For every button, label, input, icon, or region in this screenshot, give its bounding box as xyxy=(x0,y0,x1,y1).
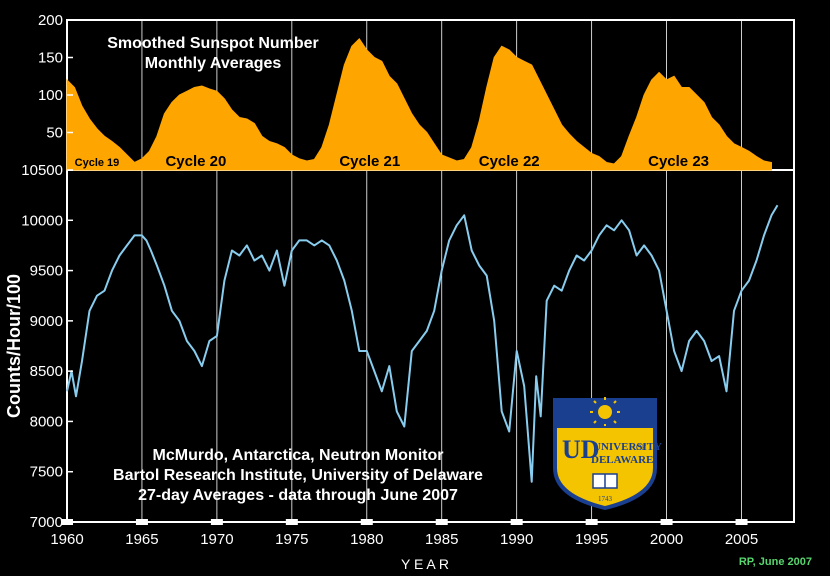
x-tick-label-1995: 1995 xyxy=(575,531,608,548)
sunspot-area xyxy=(66,38,772,171)
x-tick-label-1980: 1980 xyxy=(350,531,383,548)
x-tick-label-1975: 1975 xyxy=(275,531,308,548)
x-tick-label-1965: 1965 xyxy=(125,531,158,548)
university-logo: UD UNIVERSITY OF DELAWARE 1743 xyxy=(553,397,662,510)
y-axis-label: Counts/Hour/100 xyxy=(4,274,24,418)
x-tick-1980 xyxy=(360,519,373,525)
x-tick-1975 xyxy=(285,519,298,525)
x-tick-1995 xyxy=(585,519,598,525)
cycle-label-2: Cycle 21 xyxy=(339,153,400,170)
x-tick-2000 xyxy=(660,519,673,525)
x-tick-2005 xyxy=(735,519,748,525)
svg-text:DELAWARE: DELAWARE xyxy=(591,454,653,466)
cycle-label-1: Cycle 20 xyxy=(165,153,226,170)
y-tick-label-10000: 10000 xyxy=(21,212,63,229)
svg-text:OF: OF xyxy=(636,443,647,452)
x-tick-1985 xyxy=(435,519,448,525)
sunspot-title: Smoothed Sunspot Number xyxy=(107,35,319,52)
neutron-line-series xyxy=(66,204,779,483)
y-tick-label-8000: 8000 xyxy=(30,413,63,430)
y-tick-label-9500: 9500 xyxy=(30,263,63,280)
y-tick-label-8500: 8500 xyxy=(30,363,63,380)
credit-text: RP, June 2007 xyxy=(738,556,812,568)
sun-y-tick-label-100: 100 xyxy=(38,87,63,104)
x-tick-label-1990: 1990 xyxy=(500,531,533,548)
svg-text:1743: 1743 xyxy=(598,495,613,503)
y-tick-label-7000: 7000 xyxy=(30,514,63,531)
annotation-line-2: Bartol Research Institute, University of… xyxy=(113,467,483,484)
x-tick-1990 xyxy=(510,519,523,525)
axes: 1960 1965 1970 1975 1980 1985 1990 1995 2000 2005… xyxy=(21,12,758,548)
cycle-label-4: Cycle 23 xyxy=(648,153,709,170)
x-tick-1970 xyxy=(210,519,223,525)
sun-y-tick-label-200: 200 xyxy=(38,12,63,29)
sunspot-subtitle: Monthly Averages xyxy=(145,55,282,72)
svg-text:UD: UD xyxy=(562,435,600,464)
annotation-line-1: McMurdo, Antarctica, Neutron Monitor xyxy=(153,447,444,464)
annotation-line-3: 27-day Averages - data through June 2007 xyxy=(138,487,458,504)
x-tick-label-2000: 2000 xyxy=(650,531,683,548)
sun-y-tick-label-150: 150 xyxy=(38,50,63,67)
sun-y-tick-label-50: 50 xyxy=(46,125,63,142)
svg-text:UNIVERSITY: UNIVERSITY xyxy=(593,441,662,453)
neutron-line xyxy=(66,204,779,483)
cycle-label-0: Cycle 19 xyxy=(75,157,120,169)
x-tick-1965 xyxy=(135,519,148,525)
x-axis-label: Y E A R xyxy=(401,556,449,572)
x-tick-label-2005: 2005 xyxy=(725,531,758,548)
y-tick-label-7500: 7500 xyxy=(30,464,63,481)
x-tick-label-1970: 1970 xyxy=(200,531,233,548)
cycle-labels: Cycle 19 Cycle 20 Cycle 21 Cycle 22 Cycle 23 xyxy=(75,153,709,170)
x-tick-label-1985: 1985 xyxy=(425,531,458,548)
x-tick-label-1960: 1960 xyxy=(50,531,83,548)
y-tick-label-9000: 9000 xyxy=(30,313,63,330)
sunspot-area-series xyxy=(66,38,772,171)
y-tick-label-10500: 10500 xyxy=(21,162,63,179)
cycle-label-3: Cycle 22 xyxy=(479,153,540,170)
